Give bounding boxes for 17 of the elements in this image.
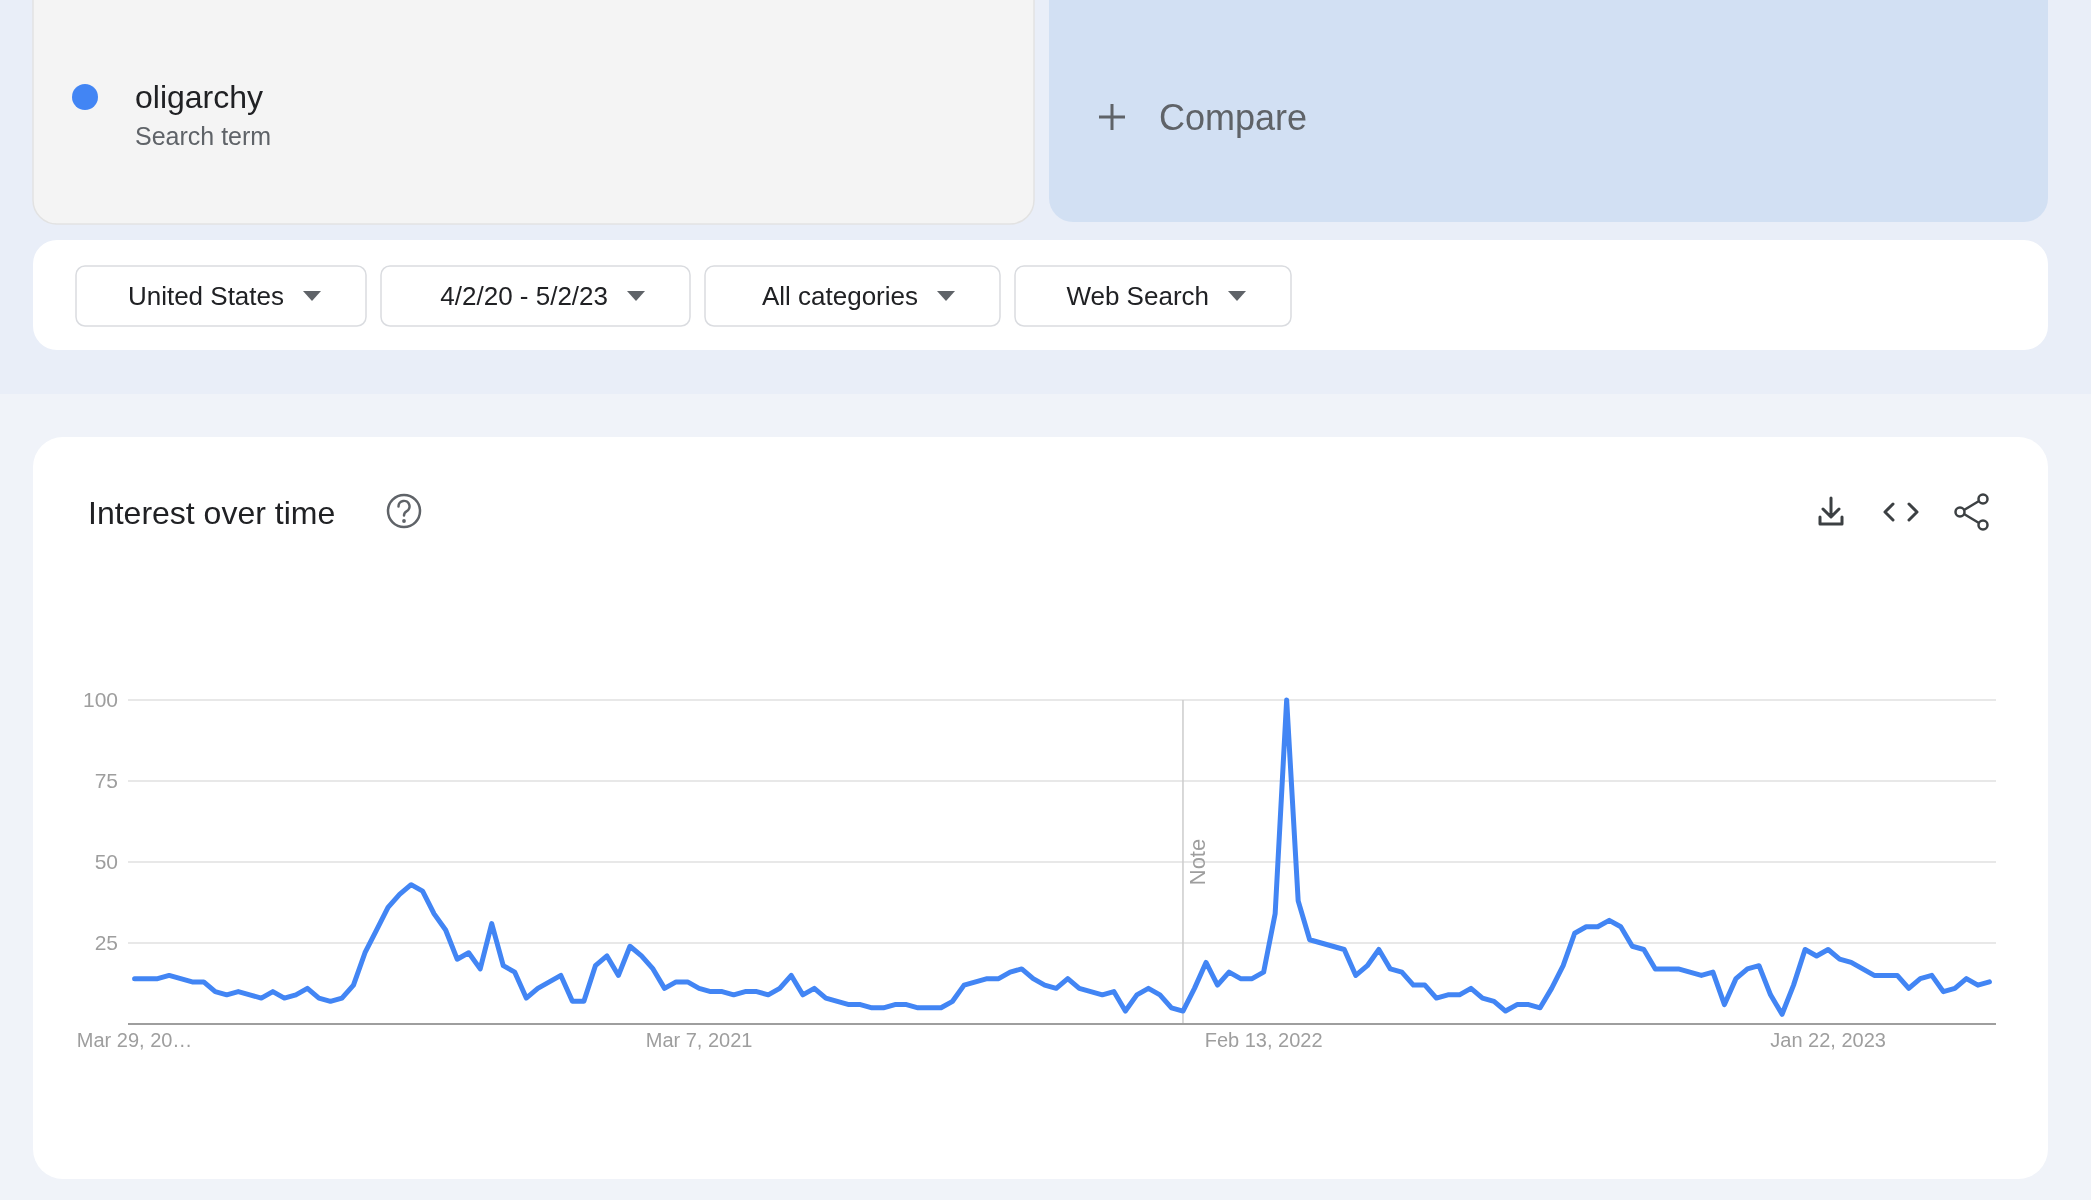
text: Web Search: [1066, 281, 1209, 311]
text: Compare: [1159, 97, 1308, 138]
text: 4/2/20 - 5/2/23: [440, 281, 608, 311]
text: All categories: [761, 281, 918, 311]
x-tick-label: Mar 29, 20…: [76, 1029, 193, 1051]
x-tick-label: Mar 7, 2021: [645, 1029, 753, 1051]
chart-title: Interest over time: [88, 495, 336, 531]
ref-line-label: Note: [1184, 838, 1210, 886]
y-tick-label: 50: [94, 850, 118, 874]
y-tick-label: 75: [94, 769, 118, 793]
y-tick-label: 25: [94, 931, 118, 955]
x-tick-label: Feb 13, 2022: [1204, 1029, 1323, 1051]
text: United States: [127, 281, 284, 311]
x-tick-label: Jan 22, 2023: [1770, 1029, 1886, 1051]
text: Search term: [135, 122, 272, 150]
legend-label: oligarchy: [135, 79, 264, 115]
y-tick-label: 100: [82, 688, 118, 712]
